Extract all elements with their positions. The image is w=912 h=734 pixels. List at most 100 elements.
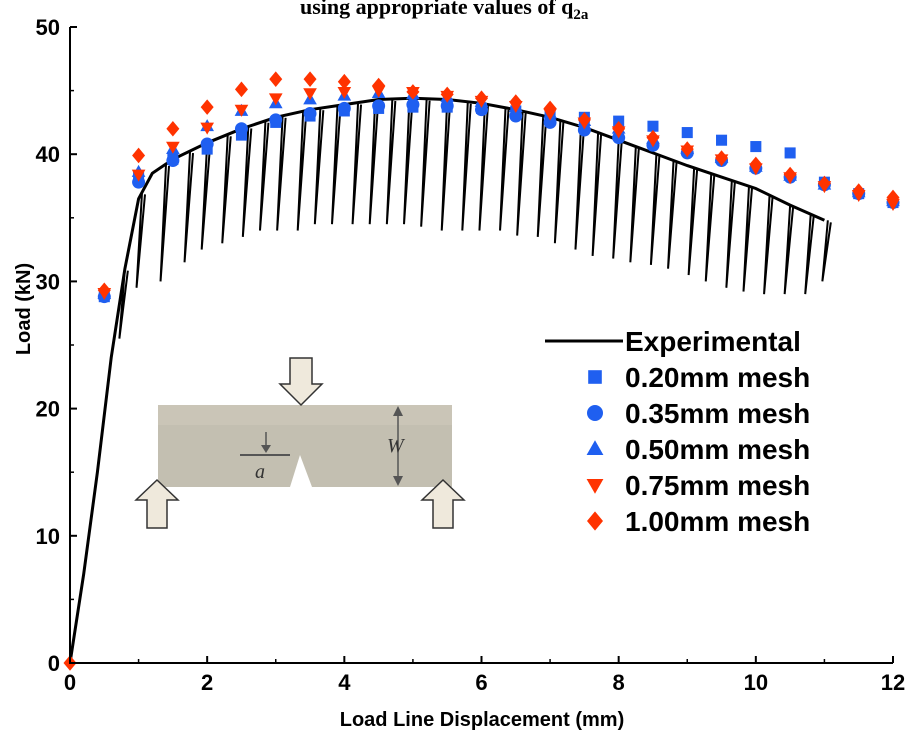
x-tick-label: 0 xyxy=(64,670,76,695)
width-label: W xyxy=(387,435,406,457)
chart-title-main: using appropriate values of q xyxy=(300,0,574,19)
top-load-arrow-icon xyxy=(278,357,324,407)
data-point-diamond xyxy=(886,189,900,206)
experimental-unloading-cycle xyxy=(591,132,603,257)
notch-label: a xyxy=(255,461,265,483)
experimental-unloading-cycle xyxy=(385,98,397,225)
experimental-unloading-cycle xyxy=(612,140,623,259)
data-point-diamond xyxy=(817,175,831,192)
data-point-diamond xyxy=(715,150,729,166)
series-0-75mm-mesh xyxy=(97,85,900,300)
data-point-circle xyxy=(200,137,214,151)
chart-title-subscript: 2a xyxy=(573,7,589,23)
data-point-circle xyxy=(132,175,146,189)
data-point-diamond xyxy=(372,77,386,94)
data-point-square xyxy=(784,147,796,159)
data-point-circle xyxy=(543,115,557,129)
specimen-inset: a W xyxy=(134,357,466,529)
legend-label: 0.50mm mesh xyxy=(625,434,810,465)
data-point-circle xyxy=(509,109,523,123)
series-0-50mm-mesh xyxy=(97,85,900,299)
experimental-unloading-cycle xyxy=(783,205,795,295)
experimental-unloading-cycle xyxy=(440,99,452,231)
x-tick-label: 12 xyxy=(881,670,905,695)
y-tick-label: 30 xyxy=(36,269,60,294)
experimental-unloading-cycle xyxy=(118,268,129,339)
experimental-unloading-cycle xyxy=(461,101,472,231)
data-point-diamond xyxy=(234,81,248,98)
y-tick-label: 20 xyxy=(36,397,60,422)
experimental-unloading-cycle xyxy=(725,180,736,288)
data-point-diamond xyxy=(337,73,351,90)
data-point-diamond xyxy=(509,94,523,110)
simulation-markers xyxy=(63,71,900,671)
legend: Experimental 0.20mm mesh 0.35mm mesh 0.50mm… xyxy=(545,326,810,537)
experimental-unloading-cycle xyxy=(420,98,431,227)
chart-title: using appropriate values of q2a xyxy=(300,0,589,23)
notch xyxy=(290,455,312,487)
experimental-unloading-cycle xyxy=(629,146,640,263)
legend-marker-triangle-up xyxy=(586,440,604,455)
experimental-unloading-cycle xyxy=(351,102,363,225)
experimental-unloading-cycle xyxy=(763,195,774,295)
experimental-unloading-cycle xyxy=(183,150,195,263)
data-point-circle xyxy=(372,99,386,113)
experimental-unloading-cycle xyxy=(649,154,661,265)
experimental-curve xyxy=(68,96,832,664)
y-axis-label: Load (kN) xyxy=(13,263,35,355)
series-1-00mm-mesh xyxy=(63,71,900,671)
data-point-diamond xyxy=(200,99,214,115)
specimen-beam-shade xyxy=(158,405,452,425)
data-point-triangle-down xyxy=(303,88,317,101)
experimental-unloading-cycle xyxy=(135,192,147,288)
legend-label: Experimental xyxy=(625,326,801,357)
x-tick-label: 2 xyxy=(201,670,213,695)
legend-label: 0.20mm mesh xyxy=(625,362,810,393)
data-point-diamond xyxy=(303,71,317,87)
legend-item: 1.00mm mesh xyxy=(587,506,810,537)
data-point-triangle-down xyxy=(166,141,180,154)
data-point-triangle-down xyxy=(337,86,352,100)
data-point-circle xyxy=(337,101,351,115)
legend-item: Experimental xyxy=(545,326,801,357)
legend-item: 0.20mm mesh xyxy=(588,362,810,393)
legend-item: 0.35mm mesh xyxy=(587,398,810,429)
data-point-square xyxy=(681,127,693,139)
data-point-diamond xyxy=(406,84,420,100)
series-0-20mm-mesh xyxy=(98,101,899,303)
data-point-diamond xyxy=(577,112,591,128)
experimental-unloading-cycle xyxy=(403,98,414,225)
data-point-circle xyxy=(234,122,248,136)
legend-item: 0.75mm mesh xyxy=(586,470,810,501)
data-point-circle xyxy=(440,99,454,113)
experimental-unloading-cycle xyxy=(330,105,342,225)
data-point-diamond xyxy=(543,100,557,117)
experimental-unloading-cycle xyxy=(159,163,171,282)
data-point-diamond xyxy=(475,90,488,107)
data-point-square xyxy=(750,141,762,153)
experimental-unloading-cycle xyxy=(804,214,815,295)
experimental-unloading-cycle xyxy=(200,142,212,250)
data-point-diamond xyxy=(680,141,694,157)
data-point-circle xyxy=(166,154,180,168)
experimental-unloading-cycle xyxy=(241,126,253,237)
data-point-square xyxy=(647,120,659,132)
experimental-unloading-cycle xyxy=(368,99,380,225)
experimental-unloading-cycle xyxy=(687,167,699,276)
experimental-unloading-cycle xyxy=(574,126,585,250)
experimental-unloading-cycle xyxy=(296,111,308,231)
experimental-unloading-cycle xyxy=(313,108,325,225)
x-axis-label: Load Line Displacement (mm) xyxy=(340,709,625,731)
experimental-unloading-cycle xyxy=(742,186,753,292)
data-point-square xyxy=(716,134,728,146)
experimental-unloading-cycle xyxy=(258,120,270,231)
legend-item: 0.50mm mesh xyxy=(586,434,810,465)
experimental-unloading-cycle xyxy=(667,160,678,269)
legend-marker-diamond xyxy=(587,511,603,531)
experimental-unloading-cycle xyxy=(821,220,832,282)
y-tick-label: 50 xyxy=(36,15,60,40)
experimental-unloading-cycle xyxy=(478,103,489,231)
y-tick-label: 0 xyxy=(48,651,60,676)
notch-arrow-icon xyxy=(261,445,271,453)
width-arrow-down-icon xyxy=(393,476,403,486)
